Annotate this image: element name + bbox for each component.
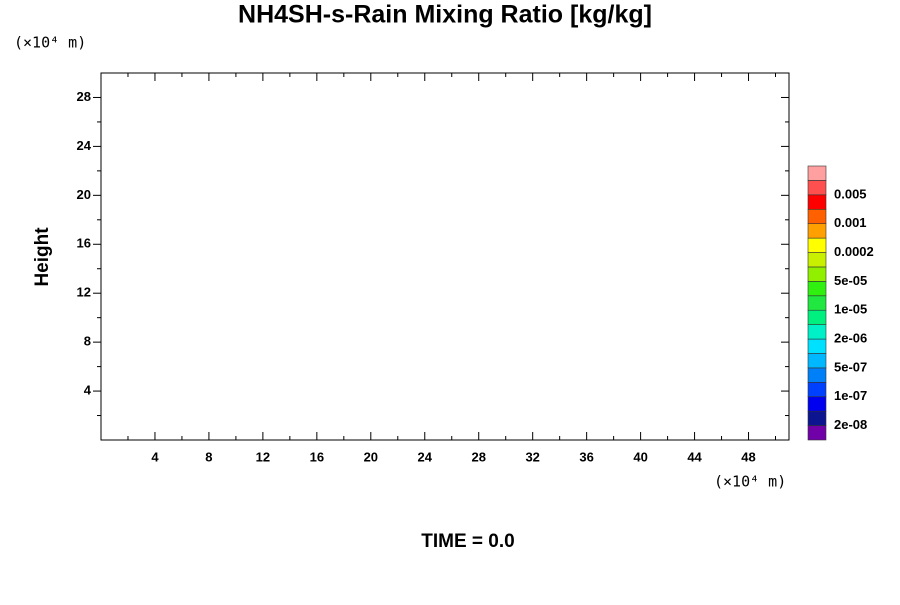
x-tick-label: 48 bbox=[741, 449, 755, 464]
x-tick-label: 16 bbox=[310, 449, 324, 464]
colorbar-swatch bbox=[807, 410, 827, 426]
colorbar-swatch bbox=[807, 194, 827, 210]
y-axis-label: Height bbox=[32, 227, 53, 287]
colorbar-swatch bbox=[807, 281, 827, 297]
colorbar-label: 0.001 bbox=[834, 215, 867, 230]
x-tick-label: 8 bbox=[205, 449, 212, 464]
x-tick-label: 20 bbox=[364, 449, 378, 464]
y-tick-label: 28 bbox=[77, 89, 91, 104]
colorbar-swatch bbox=[807, 266, 827, 282]
colorbar-label: 2e-06 bbox=[834, 330, 867, 345]
colorbar-label: 0.005 bbox=[834, 186, 867, 201]
colorbar-swatch bbox=[807, 252, 827, 268]
x-unit: (×10⁴ m) bbox=[714, 473, 786, 491]
y-tick-label: 8 bbox=[84, 334, 91, 349]
colorbar-swatch bbox=[807, 338, 827, 354]
colorbar-swatch bbox=[807, 382, 827, 398]
colorbar-label: 5e-07 bbox=[834, 359, 867, 374]
x-tick-label: 40 bbox=[633, 449, 647, 464]
x-tick-label: 4 bbox=[151, 449, 159, 464]
x-tick-label: 24 bbox=[418, 449, 433, 464]
plot-frame bbox=[100, 72, 790, 441]
colorbar-swatch bbox=[807, 309, 827, 325]
colorbar-swatch bbox=[807, 165, 827, 181]
colorbar-swatch bbox=[807, 208, 827, 224]
colorbar-swatch bbox=[807, 295, 827, 311]
colorbar-label: 0.0002 bbox=[834, 244, 874, 259]
y-tick-label: 12 bbox=[77, 285, 91, 300]
y-tick-label: 16 bbox=[77, 236, 91, 251]
colorbar-label: 5e-05 bbox=[834, 273, 867, 288]
x-tick-label: 44 bbox=[687, 449, 702, 464]
y-tick-label: 4 bbox=[84, 383, 92, 398]
annotation: TIME = 0.0 bbox=[421, 531, 514, 552]
colorbar-swatch bbox=[807, 425, 827, 441]
colorbar-swatch bbox=[807, 353, 827, 369]
colorbar-swatch bbox=[807, 237, 827, 253]
colorbar-swatch bbox=[807, 396, 827, 412]
colorbar-label: 1e-05 bbox=[834, 302, 867, 317]
colorbar-swatch bbox=[807, 223, 827, 239]
x-tick-label: 36 bbox=[579, 449, 593, 464]
colorbar-swatch bbox=[807, 180, 827, 196]
x-tick-label: 12 bbox=[256, 449, 270, 464]
x-tick-label: 28 bbox=[471, 449, 485, 464]
colorbar-swatch bbox=[807, 324, 827, 340]
y-tick-label: 24 bbox=[77, 138, 92, 153]
colorbar-label: 1e-07 bbox=[834, 388, 867, 403]
chart-title: NH4SH-s-Rain Mixing Ratio [kg/kg] bbox=[238, 1, 652, 29]
colorbar-label: 2e-08 bbox=[834, 417, 867, 432]
x-tick-label: 32 bbox=[525, 449, 539, 464]
y-tick-label: 20 bbox=[77, 187, 91, 202]
y-unit: (×10⁴ m) bbox=[14, 34, 86, 52]
colorbar-swatch bbox=[807, 367, 827, 383]
